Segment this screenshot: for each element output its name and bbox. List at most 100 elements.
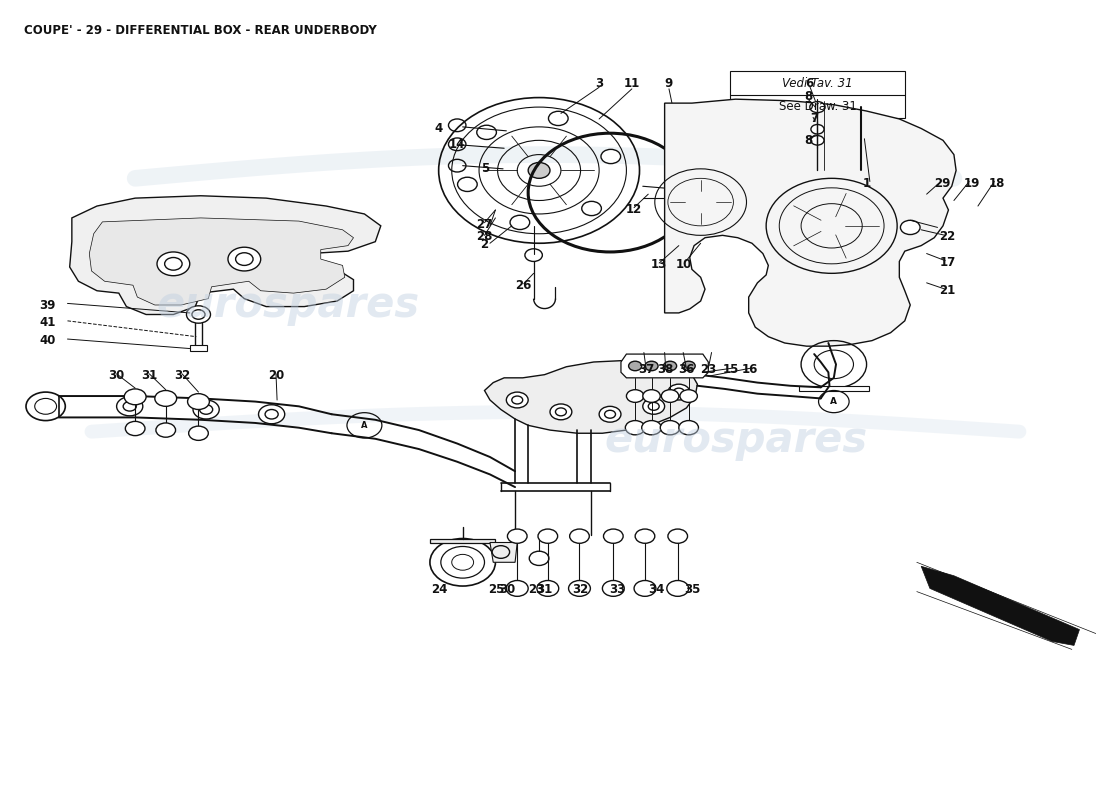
Circle shape — [192, 400, 219, 419]
Circle shape — [476, 126, 496, 139]
Circle shape — [679, 421, 699, 435]
Text: 24: 24 — [431, 582, 448, 596]
Text: 41: 41 — [40, 316, 56, 329]
Circle shape — [528, 162, 550, 178]
Text: 39: 39 — [40, 298, 56, 311]
Text: 20: 20 — [268, 369, 284, 382]
Text: 2: 2 — [481, 238, 488, 251]
Text: A: A — [361, 421, 367, 430]
Polygon shape — [664, 99, 956, 346]
Text: eurospares: eurospares — [156, 284, 419, 326]
Polygon shape — [621, 354, 708, 378]
Text: eurospares: eurospares — [604, 418, 867, 461]
Circle shape — [660, 421, 680, 435]
Circle shape — [529, 551, 549, 566]
Text: 40: 40 — [40, 334, 56, 347]
Circle shape — [569, 581, 591, 596]
Text: 25: 25 — [488, 582, 505, 596]
Circle shape — [507, 529, 527, 543]
Text: 9: 9 — [664, 77, 673, 90]
Circle shape — [901, 220, 920, 234]
Circle shape — [582, 202, 602, 216]
Circle shape — [189, 426, 208, 440]
Circle shape — [811, 135, 824, 145]
Text: 28: 28 — [476, 230, 493, 243]
Text: 14: 14 — [449, 138, 465, 150]
Text: 31: 31 — [537, 582, 552, 596]
Text: 1: 1 — [862, 177, 870, 190]
Text: 29: 29 — [934, 177, 950, 190]
Polygon shape — [89, 218, 353, 305]
Circle shape — [603, 581, 624, 596]
Text: 34: 34 — [648, 582, 664, 596]
Circle shape — [600, 406, 621, 422]
Circle shape — [188, 394, 209, 410]
Circle shape — [549, 111, 568, 126]
Circle shape — [663, 362, 676, 370]
Circle shape — [510, 215, 530, 230]
Text: 27: 27 — [476, 218, 493, 230]
Circle shape — [506, 581, 528, 596]
Text: 36: 36 — [679, 363, 694, 377]
Circle shape — [641, 421, 661, 435]
Circle shape — [117, 397, 143, 416]
Text: 19: 19 — [964, 177, 980, 190]
Text: 18: 18 — [988, 177, 1004, 190]
Polygon shape — [490, 542, 517, 562]
Circle shape — [668, 384, 690, 400]
Circle shape — [604, 529, 623, 543]
Circle shape — [525, 249, 542, 262]
Text: 17: 17 — [939, 256, 956, 269]
Text: 15: 15 — [723, 363, 739, 377]
Text: Vedi Tav. 31: Vedi Tav. 31 — [782, 77, 852, 90]
Text: COUPE' - 29 - DIFFERENTIAL BOX - REAR UNDERBODY: COUPE' - 29 - DIFFERENTIAL BOX - REAR UN… — [24, 24, 376, 37]
Text: 22: 22 — [939, 230, 956, 243]
Circle shape — [506, 392, 528, 408]
Text: 31: 31 — [141, 369, 157, 382]
Text: 21: 21 — [939, 284, 956, 298]
Polygon shape — [189, 345, 207, 351]
Text: 30: 30 — [109, 369, 124, 382]
Text: A: A — [830, 397, 837, 406]
Circle shape — [601, 150, 620, 164]
Circle shape — [680, 390, 697, 402]
Text: 13: 13 — [651, 258, 668, 271]
Text: 23: 23 — [701, 363, 716, 377]
Circle shape — [125, 422, 145, 436]
Text: 23: 23 — [528, 582, 543, 596]
Circle shape — [668, 529, 688, 543]
Text: 7: 7 — [810, 113, 818, 126]
Polygon shape — [484, 361, 697, 434]
Polygon shape — [430, 538, 495, 542]
Text: 4: 4 — [434, 122, 443, 135]
Text: 33: 33 — [609, 582, 626, 596]
Polygon shape — [921, 566, 1079, 646]
Text: 16: 16 — [741, 363, 758, 377]
Text: 8: 8 — [804, 134, 813, 147]
Text: 38: 38 — [658, 363, 674, 377]
Circle shape — [458, 178, 477, 191]
Circle shape — [550, 404, 572, 420]
Text: 12: 12 — [626, 202, 642, 216]
Polygon shape — [730, 71, 905, 118]
Text: 35: 35 — [684, 582, 700, 596]
Text: 37: 37 — [638, 363, 654, 377]
Text: 10: 10 — [676, 258, 692, 271]
Polygon shape — [799, 386, 869, 390]
Circle shape — [645, 362, 658, 370]
Circle shape — [156, 423, 176, 438]
Circle shape — [628, 362, 641, 370]
Text: 11: 11 — [624, 77, 640, 90]
Text: 6: 6 — [805, 77, 814, 90]
Text: See Draw. 31: See Draw. 31 — [779, 100, 857, 113]
Circle shape — [626, 390, 644, 402]
Circle shape — [682, 362, 695, 370]
Text: 30: 30 — [499, 582, 516, 596]
Circle shape — [642, 390, 660, 402]
Circle shape — [667, 581, 689, 596]
Circle shape — [258, 405, 285, 424]
Circle shape — [642, 398, 664, 414]
Circle shape — [661, 390, 679, 402]
Circle shape — [625, 421, 645, 435]
Polygon shape — [69, 196, 381, 314]
